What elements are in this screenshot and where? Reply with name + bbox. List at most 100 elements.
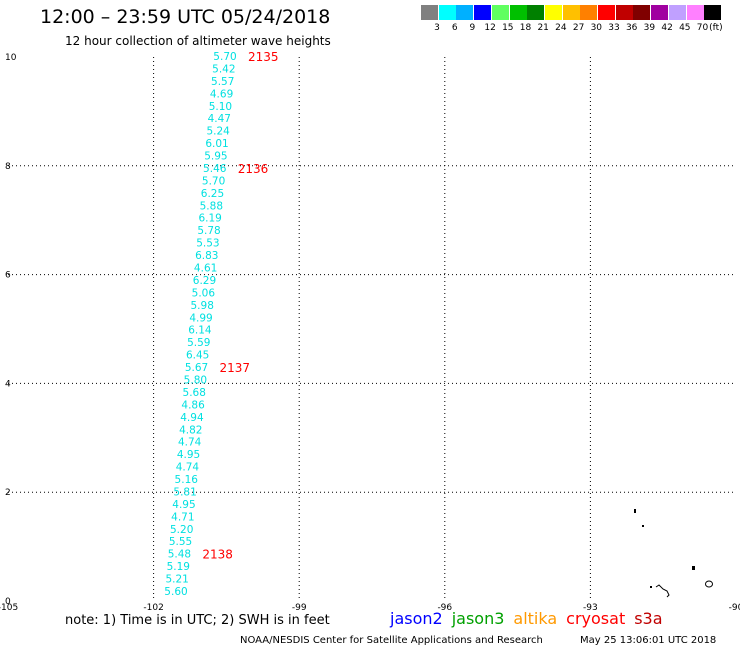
swh-value-label: 5.10: [209, 101, 232, 113]
swh-value-label: 5.20: [170, 524, 193, 536]
mission-cryosat: cryosat: [566, 609, 626, 628]
timestamp-text: May 25 13:06:01 UTC 2018: [580, 635, 717, 646]
swh-value-label: 5.48: [168, 549, 191, 561]
swh-value-label: 5.24: [206, 126, 230, 138]
y-tick-label: 4: [5, 379, 11, 389]
swh-value-label: 4.95: [172, 499, 195, 511]
mission-altika: altika: [513, 609, 558, 628]
colorbar-label: 21: [537, 23, 549, 33]
page-subtitle: 12 hour collection of altimeter wave hei…: [65, 34, 331, 48]
colorbar-swatch: [580, 5, 598, 20]
swh-value-label: 4.61: [194, 263, 217, 275]
colorbar-label: 70: [696, 23, 709, 33]
swh-value-label: 5.98: [191, 300, 214, 312]
y-tick-label: 10: [5, 53, 17, 63]
colorbar-swatch: [704, 5, 722, 20]
swh-value-label: 5.68: [183, 387, 206, 399]
swh-value-label: 4.95: [177, 449, 200, 461]
y-tick-label: 6: [5, 271, 11, 281]
x-tick-label: -99: [292, 603, 307, 612]
swh-value-label: 6.83: [195, 250, 218, 262]
colorbar-swatch: [527, 5, 545, 20]
time-label: 2137: [220, 361, 251, 375]
colorbar-label: 30: [590, 23, 603, 33]
swh-value-label: 5.95: [204, 151, 227, 163]
colorbar-swatch: [509, 5, 527, 20]
swh-value-label: 5.42: [212, 63, 235, 75]
swh-value-label: 4.74: [178, 437, 202, 449]
x-tick-label: -96: [437, 603, 452, 612]
island-speck: [634, 509, 636, 513]
swh-value-label: 5.19: [167, 561, 190, 573]
y-tick-label: 2: [5, 488, 11, 498]
swh-value-label: 6.01: [205, 138, 228, 150]
x-tick-label: -102: [143, 603, 163, 612]
colorbar-swatch: [615, 5, 633, 20]
swh-value-label: 6.14: [188, 325, 212, 337]
x-tick-label: -90: [729, 603, 740, 612]
page-title: 12:00 – 23:59 UTC 05/24/2018: [40, 6, 331, 28]
colorbar-swatch: [474, 5, 492, 20]
swh-value-label: 5.70: [213, 51, 236, 63]
colorbar-label: 27: [572, 23, 585, 33]
swh-value-label: 5.59: [187, 337, 210, 349]
colorbar-label: 18: [519, 23, 532, 33]
swh-value-label: 4.47: [208, 113, 231, 125]
colorbar-swatch: [421, 5, 438, 20]
colorbar-unit-label: (ft): [709, 23, 723, 33]
swh-value-label: 5.57: [211, 76, 234, 88]
colorbar-label: 39: [643, 23, 656, 33]
colorbar-swatch: [456, 5, 474, 20]
swh-value-label: 4.69: [210, 88, 233, 100]
island-speck: [692, 566, 695, 570]
swh-value-label: 6.29: [193, 275, 216, 287]
swh-value-label: 5.70: [202, 175, 225, 187]
time-label: 2136: [238, 162, 269, 176]
swh-value-label: 5.78: [197, 225, 220, 237]
island-speck: [705, 580, 713, 588]
swh-value-label: 5.88: [200, 200, 223, 212]
x-tick-label: -105: [0, 603, 18, 612]
swh-value-label: 5.81: [173, 486, 196, 498]
swh-value-label: 4.74: [176, 462, 200, 474]
mission-legend: jason2 jason3 altika cryosat s3a: [390, 609, 672, 628]
colorbar-label: 36: [625, 23, 638, 33]
colorbar-swatch: [491, 5, 509, 20]
colorbar-label: 33: [608, 23, 620, 33]
colorbar-label: 3: [434, 23, 440, 33]
swh-value-label: 5.67: [185, 362, 208, 374]
swh-value-label: 4.82: [179, 424, 202, 436]
colorbar-swatch: [686, 5, 704, 20]
swh-value-label: 5.46: [203, 163, 227, 175]
swh-value-label: 5.21: [165, 574, 188, 586]
swh-value-label: 5.06: [192, 287, 216, 299]
mission-s3a: s3a: [634, 609, 663, 628]
colorbar-swatch: [562, 5, 580, 20]
colorbar-swatch: [598, 5, 615, 20]
colorbar-label: 15: [502, 23, 514, 33]
swh-value-label: 5.53: [196, 238, 219, 250]
swh-value-label: 5.60: [164, 586, 187, 598]
swh-value-label: 5.55: [169, 536, 192, 548]
swh-value-label: 6.25: [201, 188, 224, 200]
swh-value-label: 4.71: [171, 511, 194, 523]
colorbar-label: 45: [679, 23, 691, 33]
swh-value-label: 4.94: [180, 412, 204, 424]
x-tick-label: -93: [583, 603, 598, 612]
colorbar-label: 42: [661, 23, 673, 33]
colorbar-swatch: [438, 5, 456, 20]
island-speck: [642, 525, 644, 527]
colorbar-label: 6: [451, 23, 458, 33]
colorbar-swatch: [651, 5, 669, 20]
coastline-icon: [655, 584, 670, 598]
altimeter-map: -105-102-99-96-93-9002468105.705.425.574…: [0, 50, 740, 612]
colorbar-label: 9: [469, 23, 476, 33]
time-label: 2138: [202, 548, 233, 562]
credit-text: NOAA/NESDIS Center for Satellite Applica…: [240, 635, 543, 646]
mission-jason3: jason3: [451, 609, 505, 628]
colorbar-label: 24: [555, 23, 567, 33]
swh-value-label: 5.80: [184, 374, 207, 386]
colorbar-label: 12: [484, 23, 496, 33]
swh-value-label: 5.16: [175, 474, 199, 486]
swh-value-label: 4.86: [181, 399, 205, 411]
